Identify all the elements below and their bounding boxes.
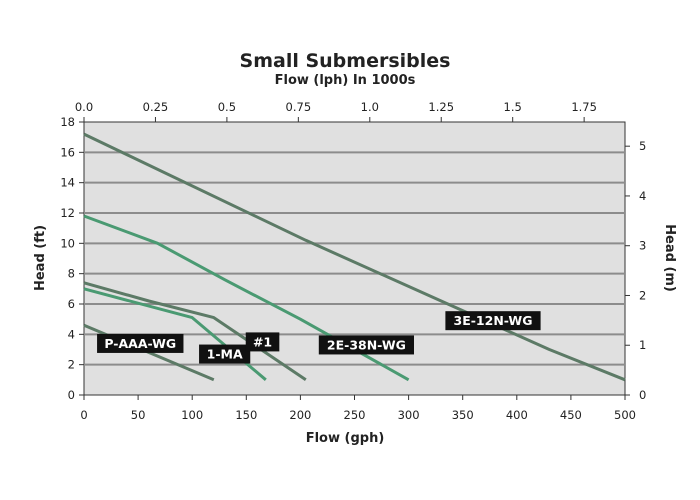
- y-tick-label: 8: [68, 267, 75, 281]
- right-tick-label: 5: [639, 139, 646, 153]
- series-label: 1-MA: [207, 347, 243, 362]
- x-tick-label: 300: [398, 408, 420, 422]
- x-axis-label: Flow (gph): [306, 431, 385, 446]
- right-tick-label: 0: [639, 388, 646, 402]
- x-tick-label: 100: [181, 408, 203, 422]
- top-tick-label: 1.0: [361, 100, 379, 114]
- series-label: #1: [253, 334, 272, 349]
- x-tick-label: 450: [560, 408, 582, 422]
- y-tick-label: 12: [60, 206, 75, 220]
- top-tick-label: 0.0: [75, 100, 93, 114]
- series-labels: P-AAA-WG 1-MA #1 2E-38N-WG 3E-12N-WG: [97, 311, 541, 364]
- x-tick-label: 400: [506, 408, 528, 422]
- series-label: 2E-38N-WG: [327, 337, 406, 352]
- top-tick-label: 0.25: [143, 100, 169, 114]
- top-tick-label: 1.25: [428, 100, 454, 114]
- right-tick-label: 2: [639, 288, 646, 302]
- x-tick-label: 350: [452, 408, 474, 422]
- x-tick-label: 0: [80, 408, 87, 422]
- top-tick-label: 0.5: [218, 100, 236, 114]
- series-label-box: [97, 333, 184, 353]
- x-tick-label: 200: [289, 408, 311, 422]
- right-tick-label: 3: [639, 239, 646, 253]
- right-tick-label: 1: [639, 338, 646, 352]
- y-tick-label: 18: [60, 115, 75, 129]
- chart-title: Small Submersibles: [240, 50, 451, 72]
- y-axis-label: Head (ft): [33, 225, 48, 291]
- x-tick-label: 500: [614, 408, 636, 422]
- x-tick-label: 50: [131, 408, 146, 422]
- y2-axis-label: Head (m): [662, 224, 677, 292]
- series-label: P-AAA-WG: [104, 336, 176, 351]
- series-label-box: [318, 335, 415, 355]
- series-label-box: [199, 344, 251, 364]
- y-tick-label: 16: [60, 145, 75, 159]
- top-tick-label: 0.75: [286, 100, 312, 114]
- top-axis-title: Flow (lph) In 1000s: [275, 73, 416, 88]
- y-tick-label: 2: [68, 358, 75, 372]
- top-tick-label: 1.75: [571, 100, 597, 114]
- series-line: [83, 132, 626, 382]
- top-tick-label: 1.5: [504, 100, 522, 114]
- series-label: 3E-12N-WG: [454, 313, 533, 328]
- series-label-box: [245, 332, 280, 352]
- y-tick-label: 6: [68, 297, 75, 311]
- right-tick-label: 4: [639, 189, 646, 203]
- y-tick-label: 4: [68, 327, 75, 341]
- x-tick-label: 250: [344, 408, 366, 422]
- y-tick-label: 0: [68, 388, 75, 402]
- series-label-box: [445, 311, 541, 331]
- x-tick-label: 150: [235, 408, 257, 422]
- y-tick-label: 10: [60, 236, 75, 250]
- y-tick-label: 14: [60, 176, 75, 190]
